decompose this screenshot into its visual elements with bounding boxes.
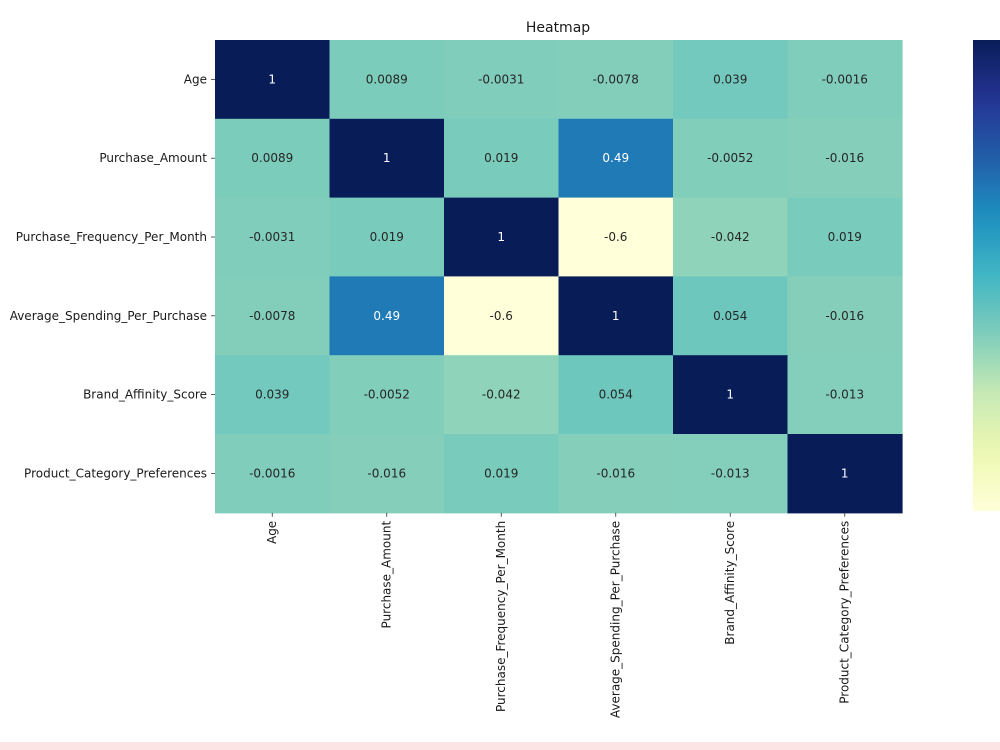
heatmap-cell [558,355,674,435]
heatmap-cell [329,434,445,514]
cell-value-label: 1 [497,230,505,244]
heatmap-cell [329,197,445,277]
cell-value-label: 0.019 [484,151,518,165]
cell-value-label: -0.6 [490,309,513,323]
colorbar: 1.00.80.60.40.20.0−0.−0.−0. [973,40,1000,511]
heatmap-cell [558,434,674,514]
column-tick-label: Brand_Affinity_Score [723,521,737,645]
cell-value-label: 0.039 [713,72,747,86]
cell-value-label: -0.0078 [593,72,639,86]
heatmap-cell [215,434,331,514]
cell-value-label: -0.0052 [707,151,753,165]
row-labels: Age Purchase_Amount Purchase_Frequency_Per… [10,72,215,480]
heatmap-cell [329,276,445,356]
heatmap-cell [329,355,445,435]
heatmap-cell [787,434,903,514]
heatmap-cell [444,434,560,514]
heatmap-cell [215,197,331,277]
heatmap-cell [444,118,560,199]
cell-value-label: 0.0089 [251,151,293,165]
cell-value-label: -0.016 [825,309,864,323]
column-labels: Age Purchase_Amount Purchase_Frequency_Per… [265,512,852,718]
column-tick-label: Age [265,521,279,544]
heatmap-cell [558,118,674,199]
heatmap-cell [673,434,789,514]
cell-value-label: -0.6 [604,230,627,244]
cell-value-label: 0.49 [602,151,629,165]
bottom-band [0,742,1000,750]
heatmap-cell [444,276,560,356]
cell-value-label: -0.0078 [249,309,295,323]
heatmap-cell [787,355,903,435]
heatmap-cell [215,118,331,199]
column-tick-label: Purchase_Amount [380,521,394,629]
heatmap-cell [787,276,903,356]
heatmap-cell [444,355,560,435]
heatmap-cell [215,40,331,120]
cell-value-label: -0.013 [711,466,750,480]
column-tick-label: Purchase_Frequency_Per_Month [494,521,508,712]
cell-value-label: 0.054 [599,388,633,402]
cell-value-label: -0.016 [596,466,635,480]
cell-value-label: 1 [383,151,391,165]
heatmap-cell [329,40,445,120]
cell-value-label: 0.054 [713,309,747,323]
cell-value-label: 0.019 [370,230,404,244]
heatmap-cell [673,276,789,356]
cell-value-label: 1 [841,466,849,480]
heatmap-cell [673,40,789,120]
heatmap-cell [558,40,674,120]
row-tick-label: Brand_Affinity_Score [83,388,207,402]
cell-value-label: -0.0031 [249,230,295,244]
heatmap-cell [558,197,674,277]
cell-value-label: -0.016 [367,466,406,480]
cell-value-label: 1 [726,388,734,402]
heatmap-cell [215,355,331,435]
row-tick-label: Purchase_Amount [99,151,207,165]
heatmap-cell [673,118,789,199]
row-tick-label: Product_Category_Preferences [24,466,207,480]
heatmap-cell [215,276,331,356]
heatmap-cell [329,118,445,199]
cell-value-label: -0.042 [711,230,750,244]
cell-value-label: 1 [612,309,620,323]
cell-value-label: 0.039 [255,388,289,402]
cell-value-label: 0.019 [828,230,862,244]
cell-value-label: 0.49 [373,309,400,323]
heatmap-cell [444,197,560,277]
cell-value-label: -0.013 [825,388,864,402]
heatmap-cell [444,40,560,120]
cell-value-label: 0.019 [484,466,518,480]
column-tick-label: Average_Spending_Per_Purchase [609,521,623,718]
cell-value-label: -0.042 [482,388,521,402]
cell-value-label: -0.0016 [822,72,868,86]
heatmap-cell [673,197,789,277]
row-tick-label: Purchase_Frequency_Per_Month [16,230,207,244]
heatmap-cell [787,40,903,120]
column-tick-label: Product_Category_Preferences [838,521,852,704]
heatmap-cell [787,197,903,277]
chart-title: Heatmap [526,20,590,36]
heatmap-cell [787,118,903,199]
colorbar-gradient [973,40,1000,511]
heatmap-cell [673,355,789,435]
cell-value-label: -0.0052 [364,388,410,402]
row-tick-label: Age [184,72,207,86]
row-tick-label: Average_Spending_Per_Purchase [10,309,207,323]
cell-value-label: -0.0031 [478,72,524,86]
heatmap-cells: 1 0.0089 -0.0031 -0.0078 0.039 -0.0016 0.0089 1… [215,40,903,514]
cell-value-label: 0.0089 [366,72,408,86]
heatmap-cell [558,276,674,356]
cell-value-label: -0.0016 [249,466,295,480]
cell-value-label: -0.016 [825,151,864,165]
cell-value-label: 1 [268,72,276,86]
